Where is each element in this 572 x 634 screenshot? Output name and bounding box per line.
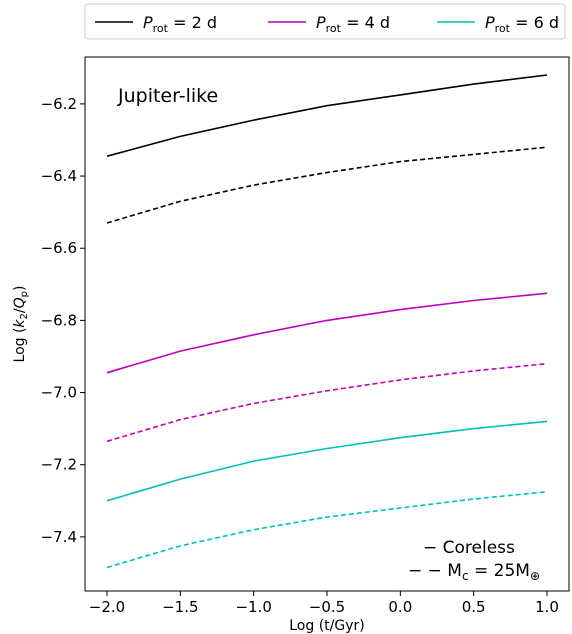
plot-frame	[84, 56, 570, 592]
y-tick-label: −6.6	[41, 239, 77, 257]
series-line-5	[106, 491, 548, 569]
legend-frame	[84, 3, 566, 40]
series-line-1	[106, 146, 548, 224]
legend: Prot = 2 d Prot = 4 d Prot = 6 d	[84, 3, 566, 40]
x-tick-label: −1.0	[235, 598, 271, 616]
style-legend: − Coreless − − Mc = 25M⊕	[408, 538, 540, 583]
legend-label-1: Prot = 4 d	[316, 13, 390, 35]
y-axis-label: Log (k2/Qp)	[12, 286, 30, 363]
x-tick-label: −2.0	[89, 598, 125, 616]
legend-label-2: Prot = 6 d	[485, 13, 559, 35]
x-tick-label: 0.0	[388, 598, 412, 616]
series-line-0	[106, 74, 548, 157]
style-legend-dashed: − − Mc = 25M⊕	[408, 561, 540, 583]
y-tick-label: −6.2	[41, 95, 77, 113]
x-tick-label: −0.5	[309, 598, 345, 616]
legend-label-0: Prot = 2 d	[143, 13, 217, 35]
y-tick-label: −7.4	[41, 528, 77, 546]
x-tick-label: −1.5	[162, 598, 198, 616]
x-axis-label: Log (t/Gyr)	[289, 618, 364, 634]
y-tick-label: −6.4	[41, 167, 77, 185]
series-line-3	[106, 362, 548, 443]
y-tick-label: −7.2	[41, 456, 77, 474]
x-tick-label: 1.0	[535, 598, 559, 616]
y-tick-label: −7.0	[41, 384, 77, 402]
style-legend-solid: − Coreless	[423, 538, 515, 558]
x-tick-label: 0.5	[462, 598, 486, 616]
annotation-jupiter-like: Jupiter-like	[117, 85, 218, 107]
y-tick-label: −6.8	[41, 311, 77, 329]
series-line-4	[106, 420, 548, 502]
series-line-2	[106, 292, 548, 374]
